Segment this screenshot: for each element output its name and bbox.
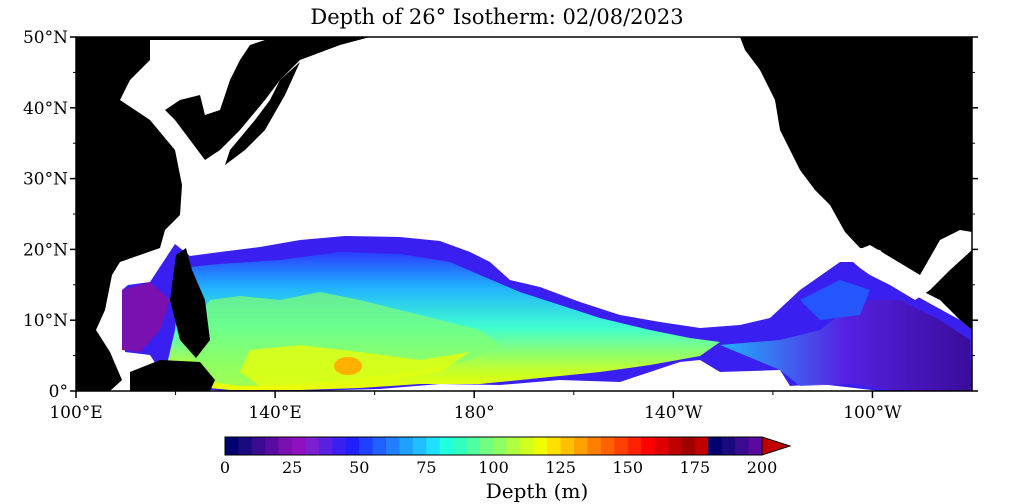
colorbar-label: 175 [680, 458, 711, 477]
colorbar-swatch [292, 437, 307, 455]
lat-tick-label: 30°N [23, 170, 68, 190]
colorbar-swatch [238, 437, 253, 455]
colorbar-swatch [708, 437, 723, 455]
south-china-sea-field [122, 282, 170, 352]
colorbar-swatch [533, 437, 548, 455]
colorbar-swatch [318, 437, 333, 455]
eastern-shallow-patch [800, 280, 870, 320]
gulf-of-mexico [845, 230, 972, 300]
lat-tick-label: 10°N [23, 311, 68, 331]
asia-land [76, 37, 370, 391]
japan-land [225, 62, 300, 165]
colorbar-frame [224, 436, 763, 456]
colorbar-title: Depth (m) [486, 479, 589, 503]
colorbar-swatch [587, 437, 602, 455]
colorbar-label: 125 [545, 458, 576, 477]
lat-tick-label: 40°N [23, 99, 68, 119]
colorbar-swatch [748, 437, 763, 455]
colorbar-swatch [399, 437, 414, 455]
lon-tick-label: 100°E [49, 403, 102, 423]
colorbar-label: 150 [612, 458, 643, 477]
colorbar-swatch [305, 437, 320, 455]
land-masses [76, 37, 972, 391]
longitude-axis: 100°E 140°E 180° 140°W 100°W [49, 391, 902, 423]
colorbar-swatch [412, 437, 427, 455]
depth-field [122, 236, 972, 391]
latitude-axis: 50°N 40°N 30°N 20°N 10°N 0° [23, 28, 978, 402]
colorbar-swatch [359, 437, 374, 455]
map-title: Depth of 26° Isotherm: 02/08/2023 [310, 5, 683, 29]
colorbar-swatch [735, 437, 750, 455]
eastern-pacific-field [720, 300, 972, 391]
colorbar-swatch [345, 437, 360, 455]
colorbar-swatch [225, 437, 239, 455]
borneo-land [130, 360, 215, 391]
colorbar-swatch [453, 437, 468, 455]
lat-tick-label: 20°N [23, 240, 68, 260]
lon-tick-label: 180° [454, 403, 495, 423]
colorbar-swatch [668, 437, 682, 455]
colorbar-label: 100 [478, 458, 509, 477]
colorbar-swatch [386, 437, 401, 455]
colorbar-swatch [600, 437, 615, 455]
colorbar-swatch [251, 437, 266, 455]
colorbar-swatch [520, 437, 535, 455]
colorbar-label: 25 [282, 458, 302, 477]
lat-tick-label: 0° [49, 382, 68, 402]
colorbar-extend-arrow [761, 436, 792, 456]
colorbar-swatch [547, 437, 562, 455]
colorbar-swatch [681, 437, 696, 455]
colorbar-label: 50 [349, 458, 369, 477]
colorbar-swatch [372, 437, 387, 455]
colorbar-swatch [278, 437, 293, 455]
colorbar-swatch [439, 437, 454, 455]
colorbar-swatch [721, 437, 736, 455]
map-canvas [76, 37, 972, 391]
colorbar-swatch [694, 437, 709, 455]
colorbar-swatch [627, 437, 642, 455]
colorbar-label: 200 [747, 458, 778, 477]
lon-tick-label: 140°E [248, 403, 301, 423]
colorbar-swatch [265, 437, 280, 455]
colorbar-swatch [641, 437, 656, 455]
philippines-land [170, 248, 210, 358]
colorbar: 0 25 50 75 100 125 150 175 200 [220, 436, 792, 477]
colorbar-swatch [493, 437, 508, 455]
colorbar-swatch [614, 437, 629, 455]
colorbar-swatch [332, 437, 347, 455]
colorbar-swatch [560, 437, 575, 455]
lon-tick-label: 100°W [843, 403, 902, 423]
colorbar-label: 0 [220, 458, 230, 477]
colorbar-swatch [426, 437, 441, 455]
colorbar-swatch [574, 437, 588, 455]
lon-tick-label: 140°W [644, 403, 703, 423]
colorbar-swatch [506, 437, 521, 455]
colorbar-swatch [654, 437, 669, 455]
deep-spot [334, 357, 362, 375]
colorbar-swatch [466, 437, 481, 455]
lat-tick-label: 50°N [23, 28, 68, 48]
north-america-land [740, 37, 972, 330]
colorbar-swatch [480, 437, 494, 455]
colorbar-label: 75 [416, 458, 436, 477]
